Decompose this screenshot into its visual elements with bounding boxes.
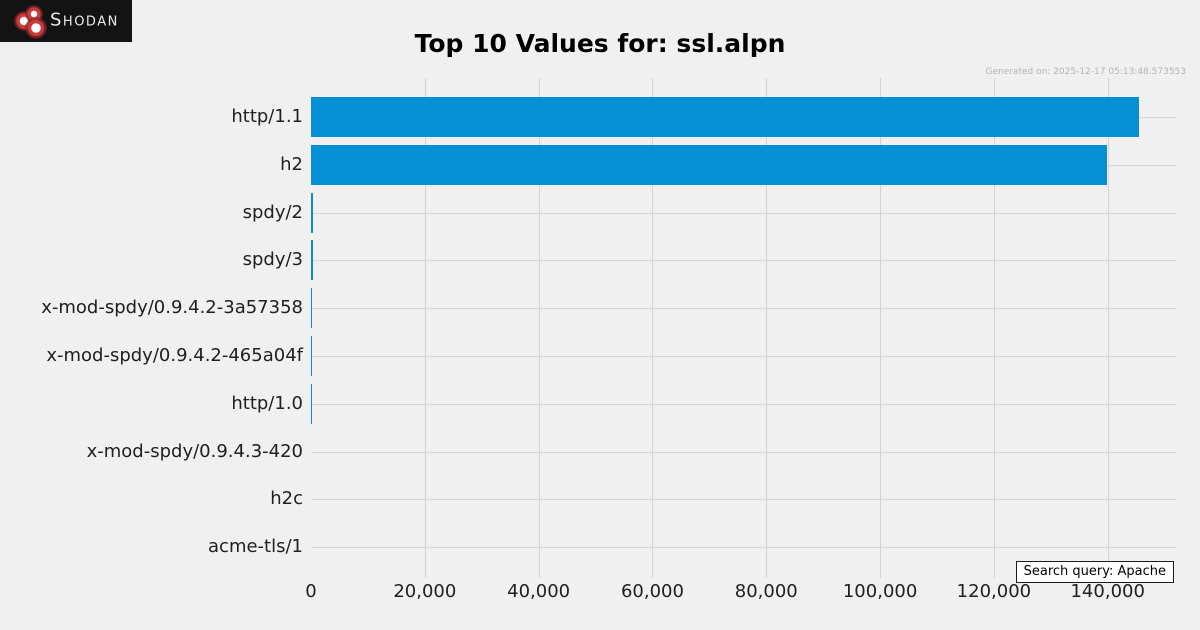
- plot-area: [311, 78, 1176, 578]
- x-tick-label: 100,000: [842, 581, 918, 602]
- y-gridline: [311, 499, 1176, 501]
- y-gridline: [311, 451, 1176, 453]
- shodan-logo: Shodan: [0, 0, 132, 42]
- y-axis-label: x-mod-spdy/0.9.4.2-465a04f: [46, 345, 303, 366]
- y-gridline: [311, 308, 1176, 310]
- x-gridline: [652, 78, 654, 578]
- bar: [311, 97, 1139, 137]
- y-axis-label: x-mod-spdy/0.9.4.3-420: [86, 440, 303, 462]
- y-axis-label: acme-tls/1: [208, 536, 303, 558]
- y-axis-label: spdy/3: [242, 249, 303, 271]
- y-axis-label: h2c: [270, 488, 303, 510]
- page-title: Top 10 Values for: ssl.alpn: [414, 29, 786, 58]
- y-gridline: [311, 547, 1176, 549]
- y-axis-label: spdy/2: [242, 201, 303, 223]
- x-tick-label: 0: [305, 581, 317, 602]
- y-axis-label: http/1.0: [231, 392, 303, 414]
- x-tick-label: 140,000: [1070, 581, 1145, 602]
- x-gridline: [993, 78, 995, 578]
- y-axis-label: http/1.1: [231, 106, 303, 127]
- x-gridline: [1107, 78, 1109, 578]
- x-gridline: [880, 78, 882, 578]
- bar: [311, 192, 314, 233]
- x-tick-label: 20,000: [393, 581, 457, 602]
- x-tick-label: 40,000: [507, 581, 571, 602]
- y-gridline: [311, 356, 1176, 357]
- x-tick-label: 80,000: [734, 581, 798, 602]
- bar: [311, 144, 1107, 185]
- x-gridline: [424, 78, 426, 578]
- x-tick-label: 60,000: [620, 581, 684, 602]
- x-tick-label: 120,000: [956, 581, 1032, 602]
- generated-timestamp: Generated on: 2025-12-17 05:13:48.573553: [985, 67, 1186, 77]
- shodan-logo-label: Shodan: [50, 9, 119, 31]
- y-axis-labels: http/1.1 h2 spdy/2 spdy/3 x-mod-spdy/0.9.4.2…: [0, 0, 303, 630]
- x-gridline: [538, 78, 540, 578]
- bar: [311, 240, 313, 281]
- y-gridline: [311, 260, 1176, 262]
- y-axis-label: h2: [280, 153, 303, 175]
- y-gridline: [311, 212, 1176, 214]
- shodan-logo-icon: [14, 5, 47, 39]
- y-axis-label: x-mod-spdy/0.9.4.2-3a57358: [41, 297, 303, 319]
- y-gridline: [311, 403, 1176, 405]
- x-gridline: [766, 78, 768, 578]
- search-query-badge: Search query: Apache: [1015, 561, 1174, 583]
